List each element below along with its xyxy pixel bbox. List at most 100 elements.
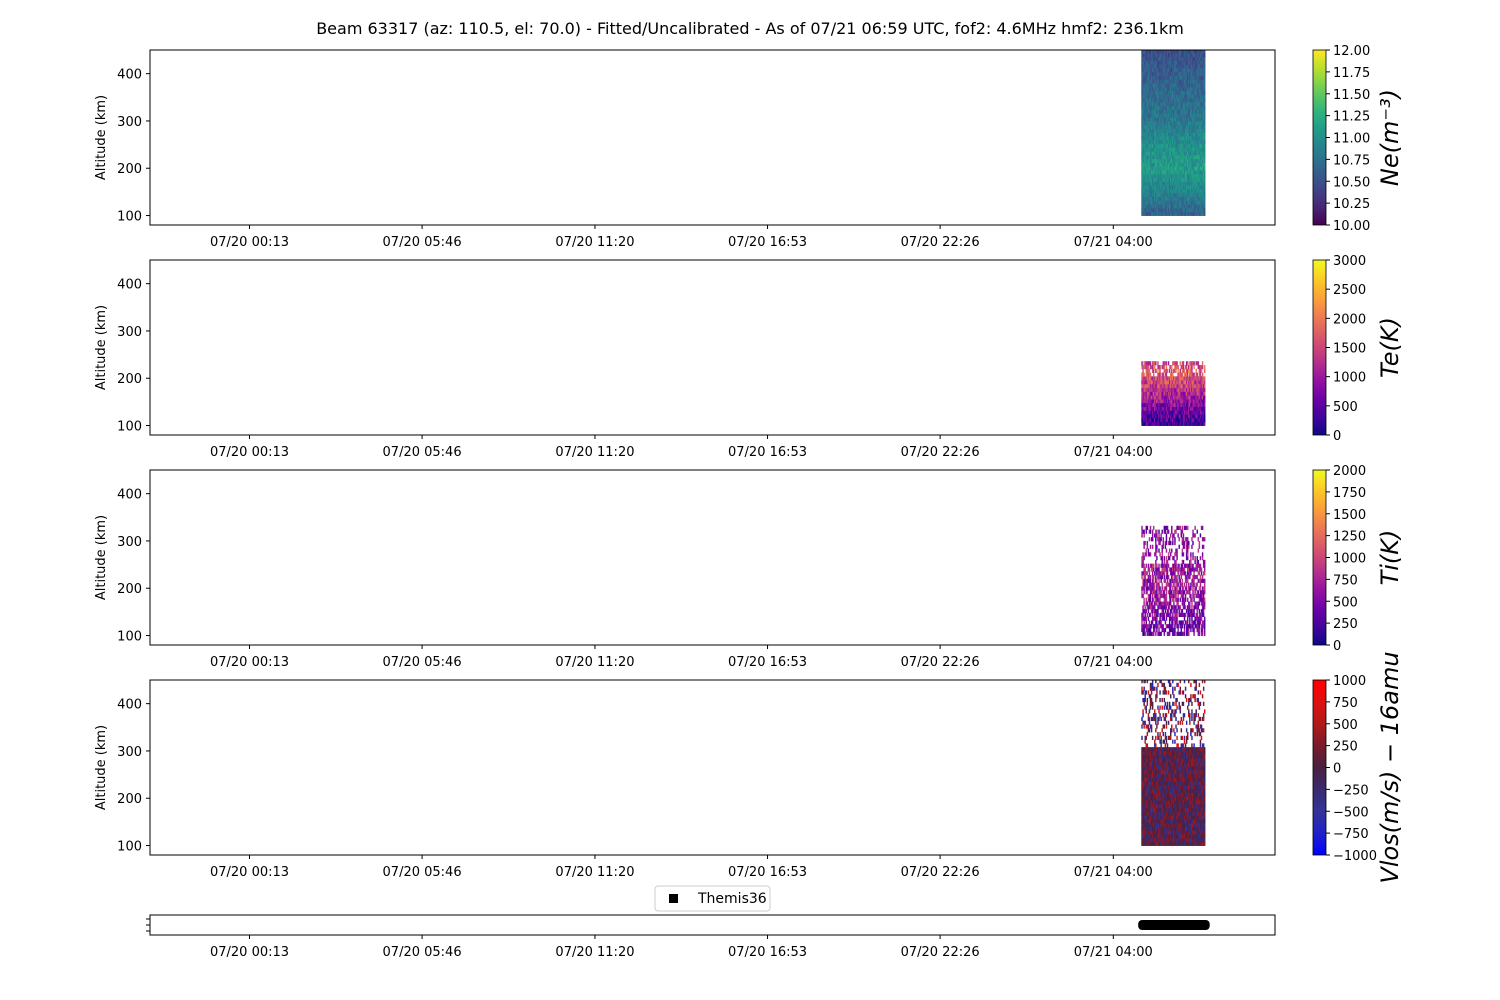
- heatmap-cell: [1179, 151, 1181, 156]
- heatmap-cell: [1175, 609, 1177, 614]
- heatmap-cell: [1152, 575, 1155, 580]
- heatmap-cell: [1186, 544, 1189, 549]
- heatmap-cell: [1178, 605, 1180, 610]
- heatmap-cell: [1175, 109, 1177, 114]
- heatmap-cell: [1193, 575, 1195, 580]
- heatmap-cell: [1154, 83, 1156, 88]
- heatmap-cell: [1179, 181, 1181, 186]
- heatmap-cell: [1149, 387, 1152, 392]
- heatmap-cell: [1203, 368, 1206, 373]
- heatmap-cell: [1149, 811, 1152, 816]
- heatmap-cell: [1176, 56, 1178, 61]
- heatmap-cell: [1150, 567, 1153, 572]
- heatmap-cell: [1175, 421, 1177, 426]
- heatmap-cell: [1159, 67, 1161, 73]
- heatmap-cell: [1143, 680, 1145, 684]
- heatmap-cell: [1198, 113, 1201, 118]
- heatmap-cell: [1147, 713, 1150, 718]
- heatmap-cell: [1176, 83, 1178, 88]
- heatmap-cell: [1185, 105, 1188, 110]
- heatmap-cell: [1195, 132, 1197, 137]
- heatmap-cell: [1151, 414, 1154, 419]
- heatmap-cell: [1147, 762, 1150, 767]
- heatmap-cell: [1141, 556, 1143, 561]
- heatmap-cell: [1158, 410, 1160, 415]
- heatmap-cell: [1142, 71, 1144, 76]
- heatmap-cell: [1157, 117, 1159, 122]
- heatmap-cell: [1168, 181, 1171, 186]
- heatmap-cell: [1159, 52, 1161, 58]
- heatmap-cell: [1195, 177, 1197, 182]
- heatmap-cell: [1178, 372, 1180, 377]
- heatmap-cell: [1151, 147, 1154, 152]
- heatmap-cell: [1203, 139, 1206, 145]
- heatmap-cell: [1166, 421, 1169, 426]
- heatmap-cell: [1144, 170, 1146, 175]
- heatmap-cell: [1151, 529, 1154, 534]
- heatmap-cell: [1150, 113, 1153, 118]
- heatmap-cell: [1146, 376, 1149, 381]
- heatmap-cell: [1144, 837, 1146, 843]
- heatmap-cell: [1175, 143, 1177, 148]
- heatmap-cell: [1157, 86, 1159, 92]
- heatmap-cell: [1195, 406, 1197, 411]
- heatmap-cell: [1202, 185, 1205, 190]
- heatmap-cell: [1155, 578, 1157, 583]
- heatmap-cell: [1177, 64, 1179, 69]
- heatmap-cell: [1193, 620, 1195, 625]
- heatmap-cell: [1149, 575, 1152, 580]
- heatmap-cell: [1141, 90, 1143, 95]
- heatmap-cell: [1146, 117, 1149, 122]
- heatmap-cell: [1164, 120, 1167, 126]
- heatmap-cell: [1149, 525, 1152, 530]
- heatmap-cell: [1178, 151, 1180, 156]
- heatmap-cell: [1160, 94, 1162, 99]
- heatmap-cell: [1173, 56, 1175, 61]
- heatmap-cell: [1161, 586, 1163, 591]
- heatmap-cell: [1189, 79, 1191, 84]
- heatmap-cell: [1167, 155, 1170, 160]
- heatmap-cell: [1186, 71, 1189, 76]
- heatmap-cell: [1146, 395, 1149, 400]
- heatmap-cell: [1192, 192, 1194, 198]
- heatmap-cell: [1173, 399, 1175, 404]
- heatmap-cell: [1175, 71, 1177, 76]
- heatmap-cell: [1160, 556, 1162, 561]
- heatmap-cell: [1199, 52, 1202, 58]
- heatmap-cell: [1142, 414, 1144, 419]
- heatmap-cell: [1166, 571, 1169, 576]
- heatmap-cell: [1168, 136, 1171, 141]
- heatmap-cell: [1144, 720, 1146, 725]
- heatmap-cell: [1176, 94, 1178, 99]
- heatmap-cell: [1166, 50, 1169, 54]
- heatmap-cell: [1200, 410, 1203, 415]
- heatmap-cell: [1200, 192, 1203, 198]
- heatmap-cell: [1180, 582, 1183, 587]
- heatmap-cell: [1150, 86, 1153, 92]
- heatmap-cell: [1202, 609, 1205, 614]
- heatmap-cell: [1148, 402, 1151, 408]
- heatmap-cell: [1201, 94, 1204, 99]
- heatmap-cell: [1188, 128, 1190, 133]
- heatmap-cell: [1184, 120, 1187, 126]
- heatmap-cell: [1192, 624, 1194, 629]
- heatmap-cell: [1168, 109, 1171, 114]
- heatmap-cell: [1190, 391, 1192, 396]
- heatmap-cell: [1183, 56, 1186, 61]
- heatmap-cell: [1160, 417, 1162, 423]
- heatmap-cell: [1141, 781, 1143, 786]
- heatmap-cell: [1144, 143, 1146, 148]
- heatmap-cell: [1169, 102, 1172, 107]
- heatmap-cell: [1197, 120, 1200, 126]
- heatmap-cell: [1165, 601, 1168, 606]
- y-tick-label: 300: [117, 115, 142, 130]
- heatmap-cell: [1166, 52, 1169, 58]
- heatmap-cell: [1156, 181, 1158, 186]
- heatmap-cell: [1167, 90, 1170, 95]
- heatmap-cell: [1152, 192, 1155, 198]
- heatmap-cell: [1152, 102, 1155, 107]
- heatmap-cell: [1169, 132, 1172, 137]
- heatmap-cell: [1154, 380, 1156, 385]
- heatmap-cell: [1148, 56, 1151, 61]
- heatmap-cell: [1194, 71, 1196, 76]
